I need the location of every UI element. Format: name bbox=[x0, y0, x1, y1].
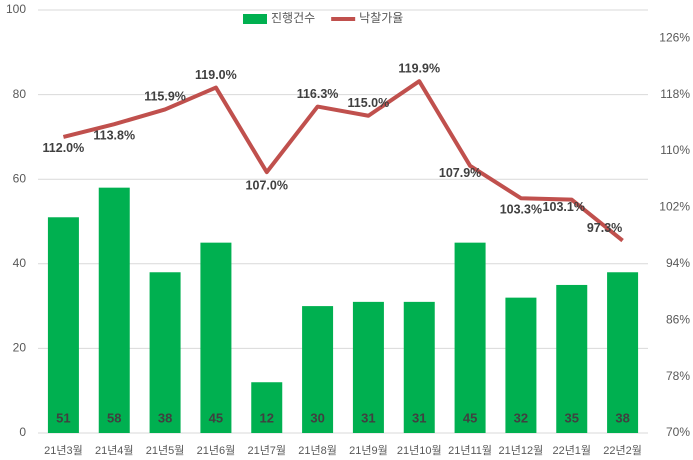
value-label: 112.0% bbox=[43, 141, 85, 155]
bar bbox=[149, 272, 181, 433]
x-tick-label: 21년7월 bbox=[247, 444, 286, 457]
line bbox=[62, 79, 624, 243]
bar-label: 12 bbox=[260, 410, 274, 425]
value-label: 103.3% bbox=[500, 203, 542, 217]
bar bbox=[505, 297, 537, 433]
y2-tick-label: 78% bbox=[666, 369, 690, 383]
bar-label: 58 bbox=[107, 410, 121, 425]
x-tick-label: 21년10월 bbox=[397, 444, 442, 457]
legend-label: 진행건수 bbox=[271, 10, 315, 25]
value-label: 119.9% bbox=[398, 62, 440, 76]
legend-swatch bbox=[243, 14, 267, 24]
x-tick-label: 22년2월 bbox=[603, 444, 642, 457]
value-label: 113.8% bbox=[93, 129, 135, 143]
bar-label: 45 bbox=[463, 410, 477, 425]
bar-label: 38 bbox=[158, 410, 172, 425]
y-tick-label: 100 bbox=[6, 2, 26, 16]
bar-label: 31 bbox=[412, 410, 426, 425]
bar bbox=[556, 284, 588, 433]
x-tick-label: 21년3월 bbox=[44, 444, 83, 457]
bar bbox=[302, 306, 334, 433]
bar-label: 30 bbox=[310, 410, 324, 425]
x-tick-label: 21년5월 bbox=[146, 444, 185, 457]
y-tick-label: 0 bbox=[19, 425, 26, 439]
value-label: 116.3% bbox=[297, 87, 339, 101]
y2-tick-label: 110% bbox=[660, 143, 690, 157]
y2-tick-label: 102% bbox=[659, 200, 690, 214]
x-tick-label: 21년9월 bbox=[349, 444, 388, 457]
bar-label: 38 bbox=[615, 410, 629, 425]
value-label: 103.1% bbox=[543, 200, 585, 214]
y-tick-label: 60 bbox=[13, 171, 27, 185]
value-label: 119.0% bbox=[195, 68, 237, 82]
bar-label: 31 bbox=[361, 410, 375, 425]
bar bbox=[47, 217, 79, 433]
bar bbox=[607, 272, 639, 433]
x-tick-label: 21년12월 bbox=[499, 444, 544, 457]
x-tick-label: 21년4월 bbox=[95, 444, 134, 457]
y-tick-label: 80 bbox=[13, 87, 27, 101]
x-tick-label: 21년8월 bbox=[298, 444, 337, 457]
y2-tick-label: 126% bbox=[659, 30, 690, 44]
legend-label: 낙찰가율 bbox=[359, 11, 403, 25]
bar-label: 51 bbox=[56, 410, 70, 425]
bar-label: 45 bbox=[209, 410, 223, 425]
x-tick-label: 22년1월 bbox=[552, 444, 591, 457]
bar-label: 35 bbox=[565, 410, 579, 425]
bar bbox=[403, 301, 435, 433]
value-label: 115.9% bbox=[144, 90, 186, 104]
bar bbox=[251, 382, 283, 433]
value-label: 107.0% bbox=[246, 178, 288, 192]
y2-tick-label: 70% bbox=[666, 425, 690, 439]
bar bbox=[200, 242, 232, 433]
x-tick-label: 21년6월 bbox=[197, 444, 236, 457]
bar bbox=[98, 187, 130, 433]
y2-tick-label: 94% bbox=[666, 256, 690, 270]
bar bbox=[352, 301, 384, 433]
y2-tick-label: 86% bbox=[666, 312, 690, 326]
value-label: 97.3% bbox=[587, 221, 622, 235]
x-tick-label: 21년11월 bbox=[448, 444, 492, 457]
y-tick-label: 20 bbox=[13, 341, 27, 355]
value-label: 107.9% bbox=[439, 166, 481, 180]
bar-label: 32 bbox=[514, 410, 528, 425]
value-label: 115.0% bbox=[348, 96, 390, 110]
y-tick-label: 40 bbox=[13, 256, 27, 270]
bar bbox=[454, 242, 486, 433]
y2-tick-label: 118% bbox=[660, 87, 690, 101]
